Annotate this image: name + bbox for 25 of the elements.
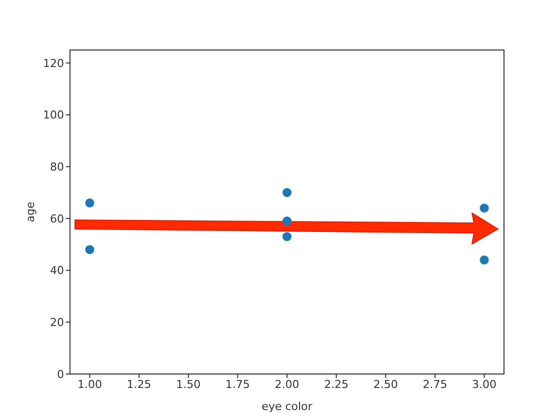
- y-tick-label: 120: [43, 56, 64, 70]
- x-tick-label: 1.75: [225, 378, 250, 391]
- point: [282, 188, 292, 198]
- x-tick-label: 2.50: [373, 378, 398, 391]
- point: [480, 255, 489, 264]
- y-tick-label: 100: [43, 108, 64, 122]
- point: [85, 245, 94, 254]
- y-tick-label: 80: [50, 160, 64, 174]
- point: [480, 204, 489, 213]
- x-tick-label: 1.25: [126, 378, 152, 391]
- y-axis-title: age: [24, 202, 37, 222]
- y-tick-label: 0: [57, 368, 64, 381]
- x-tick-label: 3.00: [472, 378, 497, 391]
- x-axis-title: eye color: [262, 400, 313, 413]
- x-tick-label: 2.25: [324, 378, 349, 391]
- x-tick-label: 2.75: [422, 378, 448, 391]
- y-tick-label: 60: [50, 212, 64, 226]
- y-tick-label: 40: [50, 264, 64, 278]
- x-tick-label: 1.50: [176, 378, 201, 391]
- point: [282, 232, 292, 242]
- y-tick-label: 20: [50, 316, 64, 330]
- point: [282, 216, 292, 226]
- point: [85, 198, 94, 208]
- x-tick-label: 2.00: [274, 378, 300, 391]
- x-tick-label: 1.00: [77, 378, 102, 391]
